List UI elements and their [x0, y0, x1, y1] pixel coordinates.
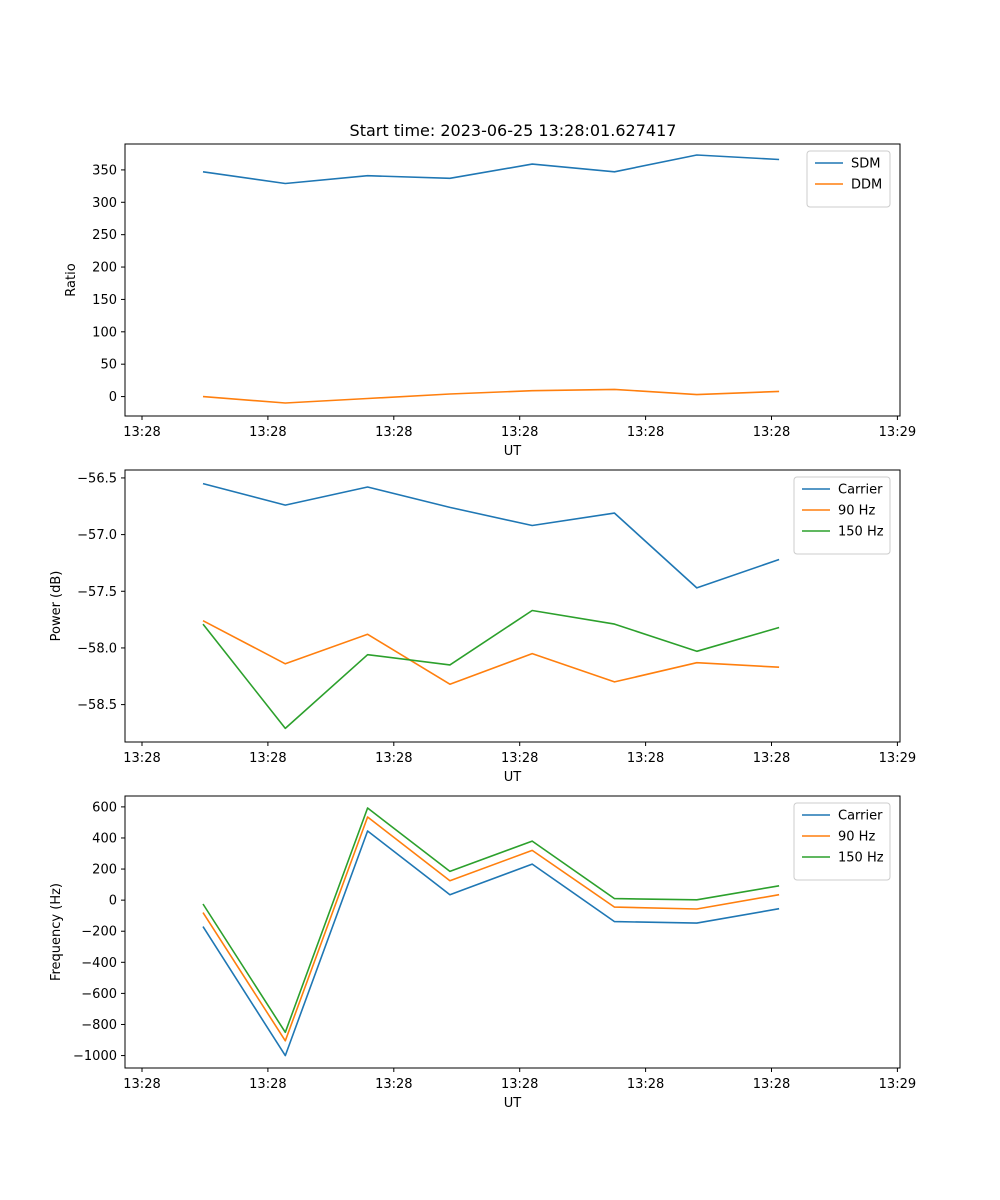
- x-tick-label: 13:28: [249, 751, 286, 766]
- x-axis-label: UT: [504, 1096, 522, 1111]
- x-tick-label: 13:28: [123, 751, 160, 766]
- x-tick-label: 13:29: [879, 1077, 916, 1092]
- x-tick-label: 13:28: [501, 1077, 538, 1092]
- series-line-carrier: [202, 830, 780, 1057]
- x-tick-label: 13:29: [879, 751, 916, 766]
- y-tick-label: −58.0: [77, 641, 117, 656]
- y-axis-label: Frequency (Hz): [49, 883, 64, 981]
- legend: SDM DDM: [806, 150, 891, 208]
- y-tick-label: 100: [92, 325, 117, 340]
- x-tick-label: 13:28: [627, 751, 664, 766]
- x-tick-label: 13:28: [627, 1077, 664, 1092]
- x-tick-label: 13:28: [501, 751, 538, 766]
- series-line-150-hz: [202, 807, 780, 1034]
- x-tick-label: 13:28: [375, 425, 412, 440]
- y-tick-label: 300: [92, 196, 117, 211]
- y-tick-label: 400: [92, 831, 117, 846]
- x-tick-label: 13:28: [123, 1077, 160, 1092]
- y-tick-label: −1000: [73, 1049, 117, 1064]
- legend-entry: SDM: [851, 157, 880, 172]
- y-axis-label: Ratio: [64, 263, 79, 296]
- x-tick-label: 13:28: [753, 1077, 790, 1092]
- y-tick-label: 50: [100, 358, 117, 373]
- x-tick-label: 13:29: [879, 425, 916, 440]
- legend: Carrier 90 Hz 150 Hz: [793, 476, 891, 555]
- series-line-ddm: [202, 388, 780, 404]
- y-tick-label: −56.5: [77, 471, 117, 486]
- y-tick-label: 200: [92, 863, 117, 878]
- legend-entry: Carrier: [838, 809, 883, 824]
- legend-entry: 150 Hz: [838, 525, 884, 540]
- x-axis-label: UT: [504, 770, 522, 785]
- legend: Carrier 90 Hz 150 Hz: [793, 802, 891, 881]
- y-tick-label: 200: [92, 261, 117, 276]
- legend-entry: 90 Hz: [838, 830, 875, 845]
- subplot-2: 13:28 13:28 13:28 13:28 13:28 13:28 13:29 −58.5…: [49, 469, 916, 785]
- series-line-90-hz: [202, 619, 780, 686]
- y-tick-label: −57.0: [77, 528, 117, 543]
- axes-frame: [124, 143, 901, 417]
- x-tick-label: 13:28: [753, 425, 790, 440]
- x-tick-label: 13:28: [627, 425, 664, 440]
- y-axis-label: Power (dB): [49, 571, 64, 642]
- subplot-1: 13:28 13:28 13:28 13:28 13:28 13:28 13:29 0 50 10…: [64, 143, 916, 459]
- plots-group: 13:28 13:28 13:28 13:28 13:28 13:28 13:29 0 50 10…: [49, 143, 916, 1111]
- x-tick-label: 13:28: [375, 1077, 412, 1092]
- x-tick-label: 13:28: [123, 425, 160, 440]
- legend-entry: 150 Hz: [838, 851, 884, 866]
- x-axis-label: UT: [504, 444, 522, 459]
- y-tick-label: 0: [109, 894, 117, 909]
- x-tick-label: 13:28: [753, 751, 790, 766]
- legend-box: [793, 476, 891, 555]
- subplot-3: 13:28 13:28 13:28 13:28 13:28 13:28 13:29 −1000…: [49, 795, 916, 1111]
- y-tick-label: 150: [92, 293, 117, 308]
- series-line-150-hz: [202, 609, 780, 730]
- x-tick-label: 13:28: [375, 751, 412, 766]
- y-tick-label: −400: [81, 956, 117, 971]
- series-line-carrier: [202, 482, 780, 589]
- legend-entry: 90 Hz: [838, 504, 875, 519]
- y-tick-label: 350: [92, 163, 117, 178]
- y-tick-label: −58.5: [77, 698, 117, 713]
- y-tick-label: −200: [81, 925, 117, 940]
- axes-frame: [124, 795, 901, 1069]
- y-tick-label: 0: [109, 390, 117, 405]
- figure-title: Start time: 2023-06-25 13:28:01.627417: [350, 121, 677, 140]
- legend-entry: Carrier: [838, 483, 883, 498]
- legend-entry: DDM: [851, 178, 882, 193]
- series-line-90-hz: [202, 816, 780, 1042]
- x-tick-label: 13:28: [249, 1077, 286, 1092]
- legend-box: [806, 150, 891, 208]
- series-line-sdm: [202, 154, 780, 185]
- y-tick-label: 600: [92, 800, 117, 815]
- legend-box: [793, 802, 891, 881]
- y-tick-label: −600: [81, 987, 117, 1002]
- y-tick-label: 250: [92, 228, 117, 243]
- axes-frame: [124, 469, 901, 743]
- x-tick-label: 13:28: [249, 425, 286, 440]
- y-tick-label: −800: [81, 1018, 117, 1033]
- x-tick-label: 13:28: [501, 425, 538, 440]
- y-tick-label: −57.5: [77, 585, 117, 600]
